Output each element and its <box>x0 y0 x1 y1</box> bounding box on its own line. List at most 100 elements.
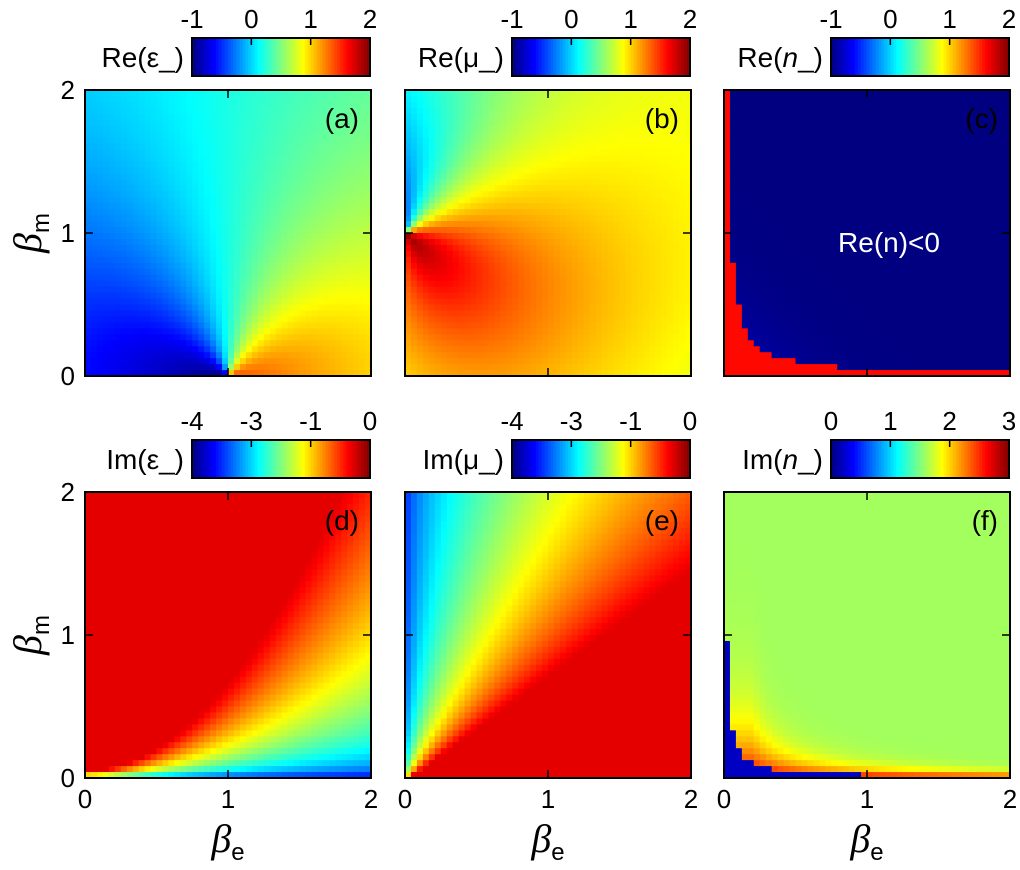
heatmap-cell <box>583 173 591 180</box>
heatmap-cell <box>90 197 98 204</box>
heatmap-cell <box>530 280 537 288</box>
heatmap-cell <box>162 292 170 300</box>
heatmap-cell <box>287 95 295 103</box>
heatmap-cell <box>476 155 484 163</box>
heatmap-cell <box>287 346 295 353</box>
heatmap-cell <box>667 316 674 323</box>
heatmap-cell <box>619 292 627 300</box>
heatmap-cell <box>565 274 573 282</box>
heatmap-cell <box>90 167 98 175</box>
heatmap-cell <box>317 316 324 323</box>
heatmap-cell <box>168 221 175 228</box>
heatmap-cell <box>335 215 342 222</box>
heatmap-cell <box>341 346 348 353</box>
heatmap-cell <box>452 203 460 210</box>
heatmap-cell <box>619 161 627 169</box>
heatmap-cell <box>156 274 164 282</box>
heatmap-cell <box>536 358 543 365</box>
heatmap-cell <box>216 238 223 246</box>
heatmap-cell <box>150 185 158 192</box>
heatmap-cell <box>263 268 271 276</box>
heatmap-cell <box>506 227 513 234</box>
heatmap-cell <box>488 298 495 306</box>
heatmap-cell <box>251 221 259 228</box>
heatmap-cell <box>305 256 313 264</box>
heatmap-cell <box>559 298 567 306</box>
heatmap-cell <box>204 310 211 318</box>
heatmap-cell <box>607 268 615 276</box>
heatmap-cell <box>470 298 478 306</box>
heatmap-cell <box>673 262 680 270</box>
heatmap-cell <box>679 334 686 341</box>
heatmap-cell <box>506 370 513 377</box>
heatmap-cell <box>506 95 513 103</box>
heatmap-cell <box>553 322 561 329</box>
heatmap-cell <box>299 167 307 175</box>
heatmap-cell <box>643 95 650 103</box>
heatmap-cell <box>120 310 128 318</box>
heatmap-cell <box>287 370 295 377</box>
heatmap-cell <box>198 286 205 294</box>
heatmap-cell <box>458 101 466 109</box>
heatmap-cell <box>168 107 175 115</box>
heatmap-cell <box>631 298 638 306</box>
heatmap-cell <box>233 107 241 115</box>
heatmap-cell <box>263 250 271 258</box>
heatmap-cell <box>741 352 749 359</box>
heatmap-cell <box>359 250 366 258</box>
heatmap-cell <box>210 90 217 97</box>
heatmap-cell <box>90 262 98 270</box>
heatmap-cell <box>476 90 484 97</box>
heatmap-cell <box>138 203 146 210</box>
heatmap-cell <box>422 346 430 353</box>
heatmap-cell <box>724 286 731 294</box>
heatmap-cell <box>341 113 348 121</box>
heatmap-cell <box>553 107 561 115</box>
heatmap-cell <box>410 209 418 216</box>
heatmap-cell <box>613 298 621 306</box>
heatmap-cell <box>108 340 116 347</box>
heatmap-cell <box>553 364 561 371</box>
heatmap-cell <box>416 280 424 288</box>
heatmap-cell <box>410 346 418 353</box>
heatmap-cell <box>228 286 235 294</box>
heatmap-cell <box>216 203 223 210</box>
heatmap-cell <box>422 173 430 180</box>
heatmap-cell <box>613 167 621 175</box>
heatmap-cell <box>287 143 295 151</box>
heatmap-cell <box>434 167 442 175</box>
heatmap-cell <box>186 352 193 359</box>
heatmap-cell <box>180 119 187 127</box>
heatmap-cell <box>494 149 501 157</box>
heatmap-cell <box>216 227 223 234</box>
heatmap-cell <box>359 310 366 318</box>
heatmap-cell <box>553 137 561 145</box>
heatmap-cell <box>724 292 731 300</box>
heatmap-cell <box>251 352 259 359</box>
colorbar-swatch <box>630 38 635 76</box>
heatmap-cell <box>440 227 448 234</box>
heatmap-cell <box>452 292 460 300</box>
heatmap-cell <box>114 364 122 371</box>
heatmap-cell <box>741 90 749 97</box>
heatmap-cell <box>476 161 484 169</box>
heatmap-cell <box>735 292 743 300</box>
heatmap-cell <box>548 179 555 186</box>
heatmap-cell <box>126 197 134 204</box>
heatmap-cell <box>150 328 158 335</box>
heatmap-cell <box>548 197 555 204</box>
heatmap-cell <box>661 221 668 228</box>
heatmap-cell <box>524 209 531 216</box>
heatmap-cell <box>305 244 313 252</box>
heatmap-cell <box>613 346 621 353</box>
heatmap-cell <box>548 185 555 192</box>
colorbar-swatch <box>612 38 617 76</box>
heatmap-cell <box>341 197 348 204</box>
heatmap-cell <box>108 137 116 145</box>
heatmap-cell <box>536 179 543 186</box>
heatmap-cell <box>192 215 199 222</box>
heatmap-cell <box>595 209 603 216</box>
heatmap-cell <box>685 125 692 133</box>
heatmap-cell <box>649 90 656 97</box>
heatmap-cell <box>114 340 122 347</box>
